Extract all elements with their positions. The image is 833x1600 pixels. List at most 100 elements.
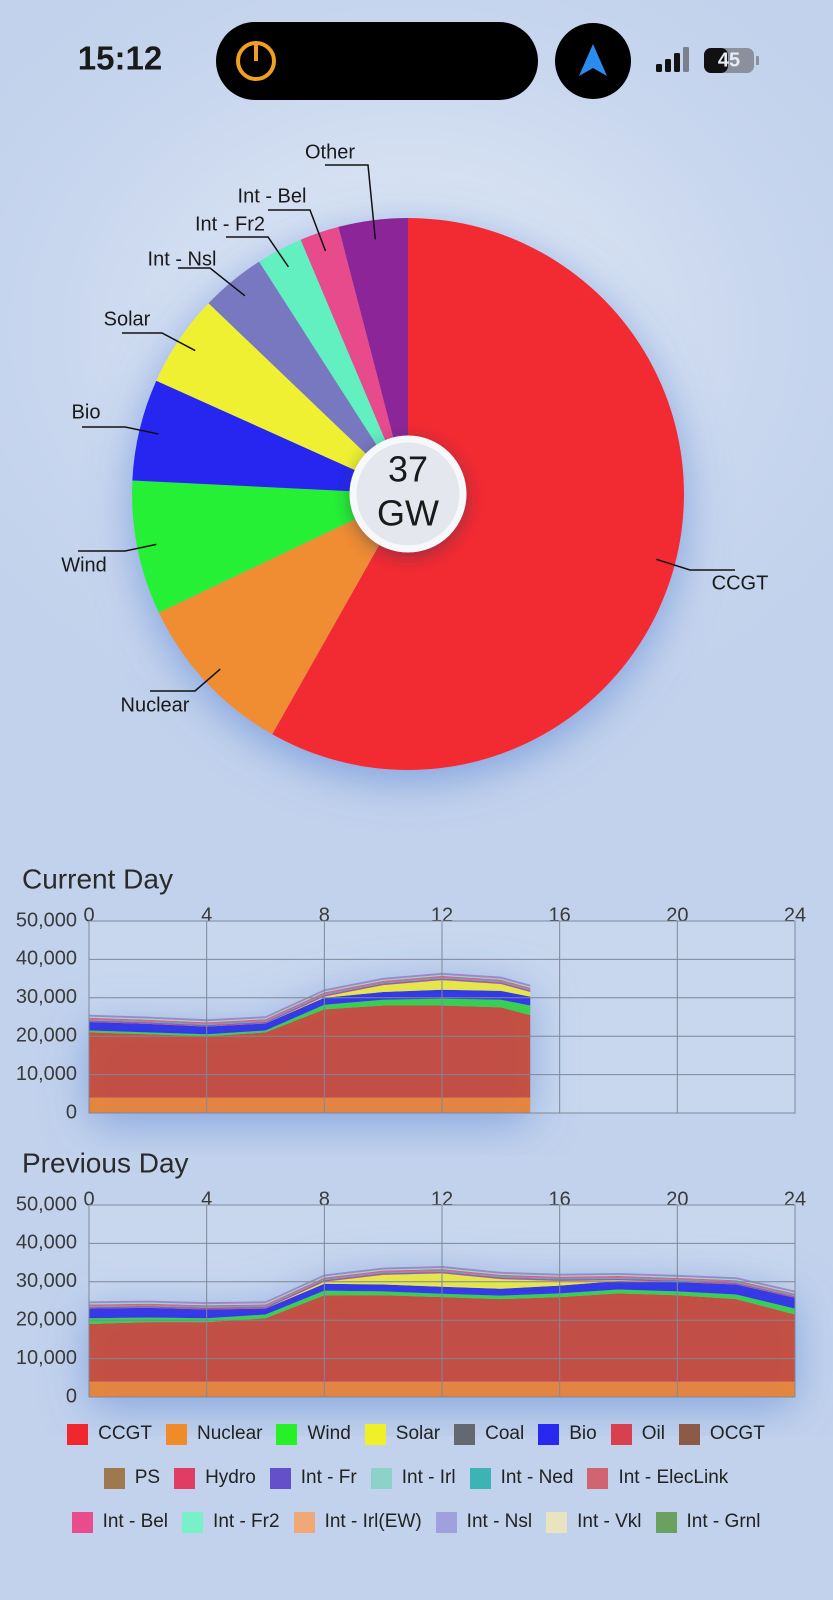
pie-slice [156, 303, 408, 494]
slice-label: Solar [104, 308, 151, 330]
x-tick-label: 0 [83, 1188, 94, 1210]
stacked-area [89, 998, 531, 1037]
legend-swatch [276, 1423, 298, 1445]
legend-item[interactable]: Nuclear [166, 1423, 262, 1445]
x-tick-label: 16 [549, 1188, 571, 1210]
legend-item[interactable]: Int - Fr [269, 1467, 357, 1489]
legend-label: Nuclear [197, 1423, 263, 1444]
legend-swatch [546, 1511, 568, 1533]
leader-line [325, 164, 377, 240]
x-tick-label: 16 [549, 904, 571, 926]
leader-line [656, 558, 735, 571]
legend-item[interactable]: Int - Ned [469, 1467, 574, 1489]
x-tick-label: 12 [431, 1188, 453, 1210]
x-tick-label: 8 [319, 904, 330, 926]
leader-line [178, 267, 246, 297]
legend-item[interactable]: Int - Bel [71, 1511, 169, 1533]
leader-line [78, 543, 157, 552]
legend-label: Coal [485, 1423, 525, 1444]
legend-swatch [103, 1467, 125, 1489]
stacked-area [89, 1289, 795, 1325]
pie-slice [131, 480, 408, 613]
legend-item[interactable]: OCGT [678, 1423, 765, 1445]
legend-item[interactable]: Wind [276, 1423, 351, 1445]
plot-frame [88, 1204, 796, 1398]
legend-swatch [538, 1423, 560, 1445]
legend-swatch [469, 1467, 491, 1489]
y-tick-label: 50,000 [16, 1193, 77, 1215]
legend-swatch [174, 1467, 196, 1489]
y-tick-label: 30,000 [16, 1270, 77, 1292]
stacked-area [89, 977, 531, 1025]
slice-label: Bio [72, 401, 101, 423]
legend-item[interactable]: Coal [454, 1423, 524, 1445]
pie-slice [158, 494, 408, 735]
x-tick-label: 20 [666, 1188, 688, 1210]
legend-swatch [454, 1423, 476, 1445]
legend: CCGT Nuclear Wind Solar Coal Bio Oil OCGT PS Hydr… [66, 1423, 766, 1533]
leader-line [150, 668, 221, 692]
y-tick-label: 0 [66, 1385, 77, 1407]
stacked-area [89, 972, 531, 1022]
y-tick-label: 20,000 [16, 1024, 77, 1046]
legend-label: Int - Bel [102, 1511, 169, 1532]
battery-cap [756, 56, 759, 65]
y-tick-label: 50,000 [16, 909, 77, 931]
legend-item[interactable]: Int - Nsl [435, 1511, 532, 1533]
legend-label: Int - Fr2 [213, 1511, 280, 1532]
leader-line [268, 209, 327, 252]
legend-item[interactable]: Int - Irl(EW) [293, 1511, 422, 1533]
legend-label: Oil [641, 1423, 665, 1444]
legend-swatch [67, 1423, 89, 1445]
stacked-area [89, 1281, 795, 1319]
legend-label: CCGT [98, 1423, 152, 1444]
chart-title: Previous Day [22, 1147, 189, 1178]
clock: 15:12 [78, 40, 162, 77]
legend-label: Int - Ned [500, 1467, 574, 1488]
x-tick-label: 12 [431, 904, 453, 926]
legend-item[interactable]: Oil [610, 1423, 665, 1445]
signal-bar [683, 47, 689, 72]
y-tick-label: 10,000 [16, 1063, 77, 1085]
legend-label: Solar [395, 1423, 441, 1444]
legend-item[interactable]: Int - Irl [370, 1467, 456, 1489]
legend-item[interactable]: CCGT [67, 1423, 152, 1445]
legend-swatch [364, 1423, 386, 1445]
legend-item[interactable]: Int - Fr2 [182, 1511, 280, 1533]
y-tick-label: 40,000 [16, 948, 77, 970]
y-tick-label: 30,000 [16, 986, 77, 1008]
pie-slice [272, 218, 684, 770]
legend-item[interactable]: Int - ElecLink [587, 1467, 728, 1489]
x-tick-label: 4 [201, 1188, 212, 1210]
leader-line [82, 426, 159, 435]
legend-label: Int - Irl [401, 1467, 456, 1488]
y-tick-label: 10,000 [16, 1347, 77, 1369]
slice-label: Int - Bel [238, 185, 307, 207]
legend-item[interactable]: Int - Grnl [655, 1511, 761, 1533]
legend-swatch [293, 1511, 315, 1533]
pie-slice [300, 226, 408, 494]
x-tick-label: 0 [83, 904, 94, 926]
legend-label: Int - Vkl [577, 1511, 642, 1532]
legend-label: Hydro [205, 1467, 256, 1488]
legend-item[interactable]: Int - Vkl [546, 1511, 642, 1533]
status-bar: 15:12 45 [78, 22, 759, 100]
chart-title: Current Day [22, 863, 173, 894]
legend-label: Wind [307, 1423, 351, 1444]
legend-swatch [370, 1467, 392, 1489]
pie-slice [259, 239, 408, 494]
legend-item[interactable]: Bio [538, 1423, 597, 1445]
legend-swatch [587, 1467, 609, 1489]
legend-item[interactable]: Solar [364, 1423, 441, 1445]
legend-swatch [166, 1423, 187, 1445]
legend-label: Int - Grnl [686, 1511, 761, 1532]
stacked-area [89, 978, 531, 1026]
stacked-area [89, 989, 531, 1035]
legend-item[interactable]: PS [103, 1467, 160, 1489]
plot-frame [88, 920, 796, 1114]
signal-bar [665, 59, 671, 72]
legend-item[interactable]: Hydro [174, 1467, 256, 1489]
legend-label: OCGT [709, 1423, 765, 1444]
